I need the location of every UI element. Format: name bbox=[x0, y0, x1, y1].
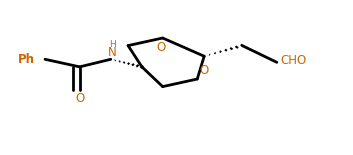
Text: H: H bbox=[109, 40, 116, 49]
Text: O: O bbox=[199, 64, 209, 77]
Text: O: O bbox=[156, 41, 166, 54]
Text: O: O bbox=[75, 91, 84, 104]
Text: N: N bbox=[108, 46, 117, 59]
Text: CHO: CHO bbox=[280, 53, 306, 66]
Text: Ph: Ph bbox=[18, 53, 35, 66]
